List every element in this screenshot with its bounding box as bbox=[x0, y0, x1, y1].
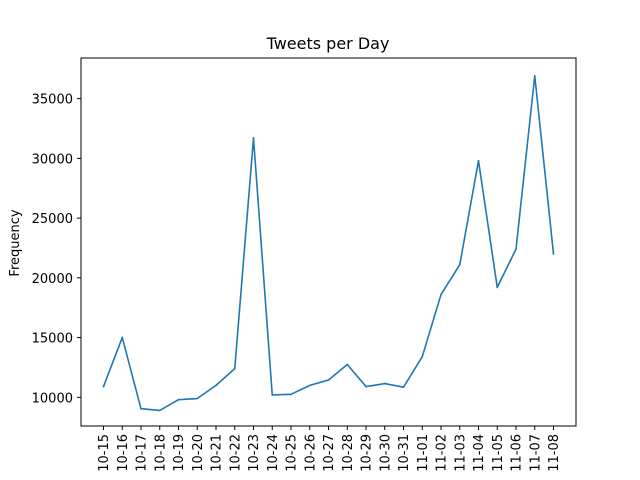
x-tick-label: 11-03 bbox=[453, 434, 468, 472]
x-tick-label: 11-08 bbox=[547, 434, 562, 472]
data-point bbox=[552, 253, 555, 255]
x-tick-label: 11-07 bbox=[528, 434, 543, 472]
x-tick-label: 10-18 bbox=[153, 434, 168, 472]
data-point bbox=[215, 384, 217, 387]
y-tick-label: 10000 bbox=[32, 391, 73, 406]
data-point bbox=[271, 394, 274, 396]
y-tick-label: 15000 bbox=[32, 332, 73, 347]
x-tick-label: 10-21 bbox=[210, 434, 225, 472]
x-tick-label: 11-06 bbox=[510, 434, 525, 472]
x-tick-label: 11-01 bbox=[416, 434, 431, 472]
data-point bbox=[365, 385, 367, 388]
chart-title: Tweets per Day bbox=[266, 34, 390, 53]
y-axis-title: Frequency bbox=[8, 209, 23, 276]
x-tick-label: 10-30 bbox=[378, 434, 393, 472]
y-tick-label: 20000 bbox=[32, 272, 73, 287]
data-point bbox=[383, 382, 386, 385]
y-tick-label: 25000 bbox=[32, 212, 73, 227]
x-tick-label: 10-15 bbox=[97, 434, 112, 472]
x-tick-label: 10-17 bbox=[135, 434, 150, 472]
plot-area: 10000 15000 20000 25000 30000 35000 10-15 10-16… bbox=[32, 75, 562, 472]
x-tick-label: 10-25 bbox=[285, 434, 300, 472]
data-point bbox=[515, 248, 517, 251]
data-point bbox=[177, 398, 180, 401]
data-point bbox=[533, 75, 536, 77]
x-tick-label: 10-31 bbox=[397, 434, 412, 472]
x-tick-label: 10-23 bbox=[247, 434, 262, 472]
data-point bbox=[308, 384, 311, 387]
x-tick-label: 10-26 bbox=[303, 434, 318, 472]
data-point bbox=[290, 393, 292, 396]
data-point bbox=[402, 386, 405, 389]
x-tick-label: 10-29 bbox=[360, 434, 375, 472]
x-tick-label: 10-16 bbox=[116, 434, 131, 472]
x-tick-label: 10-28 bbox=[341, 434, 356, 472]
data-point bbox=[121, 336, 124, 339]
data-point bbox=[421, 355, 424, 358]
data-point bbox=[496, 286, 499, 289]
x-tick-label: 10-22 bbox=[228, 434, 243, 472]
x-tick-label: 10-19 bbox=[172, 434, 187, 472]
data-point bbox=[458, 263, 461, 266]
plot-frame bbox=[80, 57, 577, 427]
x-tick-label: 11-05 bbox=[491, 434, 506, 472]
x-tick-label: 10-27 bbox=[322, 434, 337, 472]
x-tick-label: 11-04 bbox=[472, 434, 487, 472]
x-tick-label: 10-24 bbox=[266, 434, 281, 472]
data-point bbox=[477, 159, 480, 162]
y-tick-label: 35000 bbox=[32, 93, 73, 108]
x-tick-label: 10-20 bbox=[191, 434, 206, 472]
data-point bbox=[102, 385, 105, 388]
data-point bbox=[346, 363, 349, 366]
y-tick-label: 30000 bbox=[32, 152, 73, 167]
data-point bbox=[233, 367, 236, 370]
x-tick-label: 11-02 bbox=[435, 434, 450, 472]
data-point bbox=[440, 293, 442, 296]
data-point bbox=[140, 407, 142, 410]
data-point bbox=[196, 397, 199, 400]
data-point bbox=[327, 379, 330, 381]
data-point bbox=[158, 409, 161, 412]
data-point bbox=[252, 137, 255, 139]
